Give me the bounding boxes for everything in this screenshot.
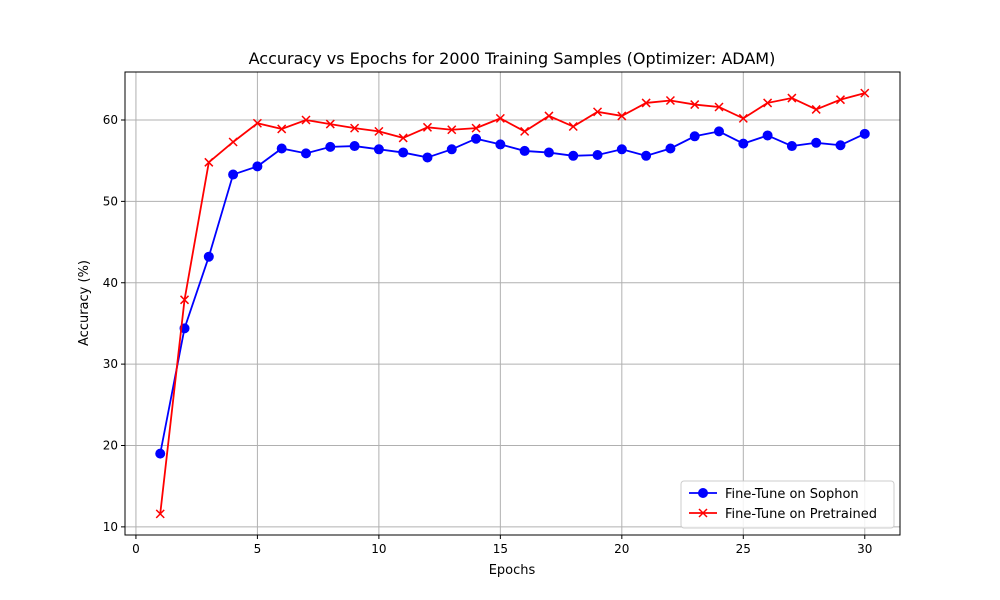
data-point xyxy=(446,144,457,155)
data-point xyxy=(325,141,336,152)
y-tick-label: 10 xyxy=(103,520,118,534)
series-2 xyxy=(155,88,870,519)
chart-title: Accuracy vs Epochs for 2000 Training Sam… xyxy=(249,49,776,68)
data-point xyxy=(665,95,675,106)
data-point xyxy=(155,509,165,519)
legend-box xyxy=(680,480,895,529)
data-point xyxy=(860,88,870,98)
data-point xyxy=(544,111,554,121)
data-point xyxy=(373,144,384,155)
data-point xyxy=(228,169,239,180)
legend-item: Fine-Tune on Sophon xyxy=(689,487,859,502)
data-point xyxy=(617,111,627,121)
data-point xyxy=(543,147,554,158)
series-line xyxy=(159,92,866,514)
data-point xyxy=(471,133,482,144)
x-tick-label: 30 xyxy=(857,542,872,556)
legend: Fine-Tune on Sophon Fine-Tune on Pretrain… xyxy=(680,480,895,529)
y-tick-label: 30 xyxy=(103,357,118,371)
data-point xyxy=(763,98,773,108)
data-point xyxy=(835,140,846,151)
x-tick-label: 20 xyxy=(614,542,629,556)
data-point xyxy=(398,147,409,158)
data-point xyxy=(738,113,748,123)
data-point xyxy=(568,121,578,132)
data-point xyxy=(665,143,676,154)
data-point xyxy=(349,141,360,152)
data-point xyxy=(616,144,627,155)
y-tick-label: 20 xyxy=(103,438,118,452)
data-point xyxy=(422,122,432,132)
data-point xyxy=(204,157,214,167)
data-point xyxy=(228,137,238,147)
y-axis-label: Accuracy (%) xyxy=(77,260,92,346)
data-point xyxy=(641,150,652,161)
y-tick-label: 50 xyxy=(103,194,118,208)
data-point xyxy=(698,508,708,518)
data-point xyxy=(641,98,651,108)
data-point xyxy=(859,128,870,139)
grid xyxy=(125,72,900,535)
data-point xyxy=(593,107,603,117)
data-point xyxy=(835,95,846,105)
y-tick-label: 60 xyxy=(103,113,118,127)
data-point xyxy=(155,448,166,459)
data-point xyxy=(811,104,821,114)
data-point xyxy=(690,100,700,110)
data-point xyxy=(519,145,530,156)
data-point xyxy=(714,126,725,137)
data-point xyxy=(398,133,408,143)
data-point xyxy=(592,149,603,160)
data-point xyxy=(689,131,700,142)
data-point xyxy=(698,488,708,498)
y-tick-label: 40 xyxy=(103,276,118,290)
plot-frame xyxy=(124,71,901,536)
data-point xyxy=(762,130,773,141)
data-point xyxy=(179,295,190,305)
data-point xyxy=(350,123,360,133)
data-point xyxy=(787,93,797,103)
data-point xyxy=(422,152,433,163)
data-point xyxy=(252,118,262,128)
x-axis-label: Epochs xyxy=(489,563,536,578)
x-tick-label: 0 xyxy=(132,542,140,556)
data-point xyxy=(495,113,505,123)
legend-label: Fine-Tune on Pretrained xyxy=(725,507,877,522)
y-axis-ticks: 10 20 30 40 50 60 xyxy=(103,113,125,534)
data-point xyxy=(520,126,530,136)
data-point xyxy=(471,123,481,133)
data-point xyxy=(447,125,457,135)
legend-label: Fine-Tune on Sophon xyxy=(725,487,859,502)
x-tick-label: 5 xyxy=(254,542,262,556)
data-point xyxy=(300,148,311,159)
series-1 xyxy=(155,126,870,459)
data-point xyxy=(568,150,579,161)
series-layer xyxy=(155,88,870,519)
data-point xyxy=(276,143,287,154)
x-tick-label: 15 xyxy=(493,542,508,556)
data-point xyxy=(811,137,822,148)
data-point xyxy=(301,115,311,125)
data-point xyxy=(277,124,287,134)
legend-item: Fine-Tune on Pretrained xyxy=(689,507,877,522)
x-tick-label: 10 xyxy=(371,542,386,556)
x-axis-ticks: 0 5 10 15 20 25 30 xyxy=(132,535,872,556)
data-point xyxy=(203,251,214,262)
data-point xyxy=(714,102,724,112)
data-point xyxy=(495,139,506,150)
data-point xyxy=(374,126,384,136)
data-point xyxy=(325,119,335,129)
data-point xyxy=(738,138,749,149)
x-tick-label: 25 xyxy=(736,542,751,556)
data-point xyxy=(252,161,263,172)
data-point xyxy=(786,141,797,152)
series-line xyxy=(159,130,866,454)
